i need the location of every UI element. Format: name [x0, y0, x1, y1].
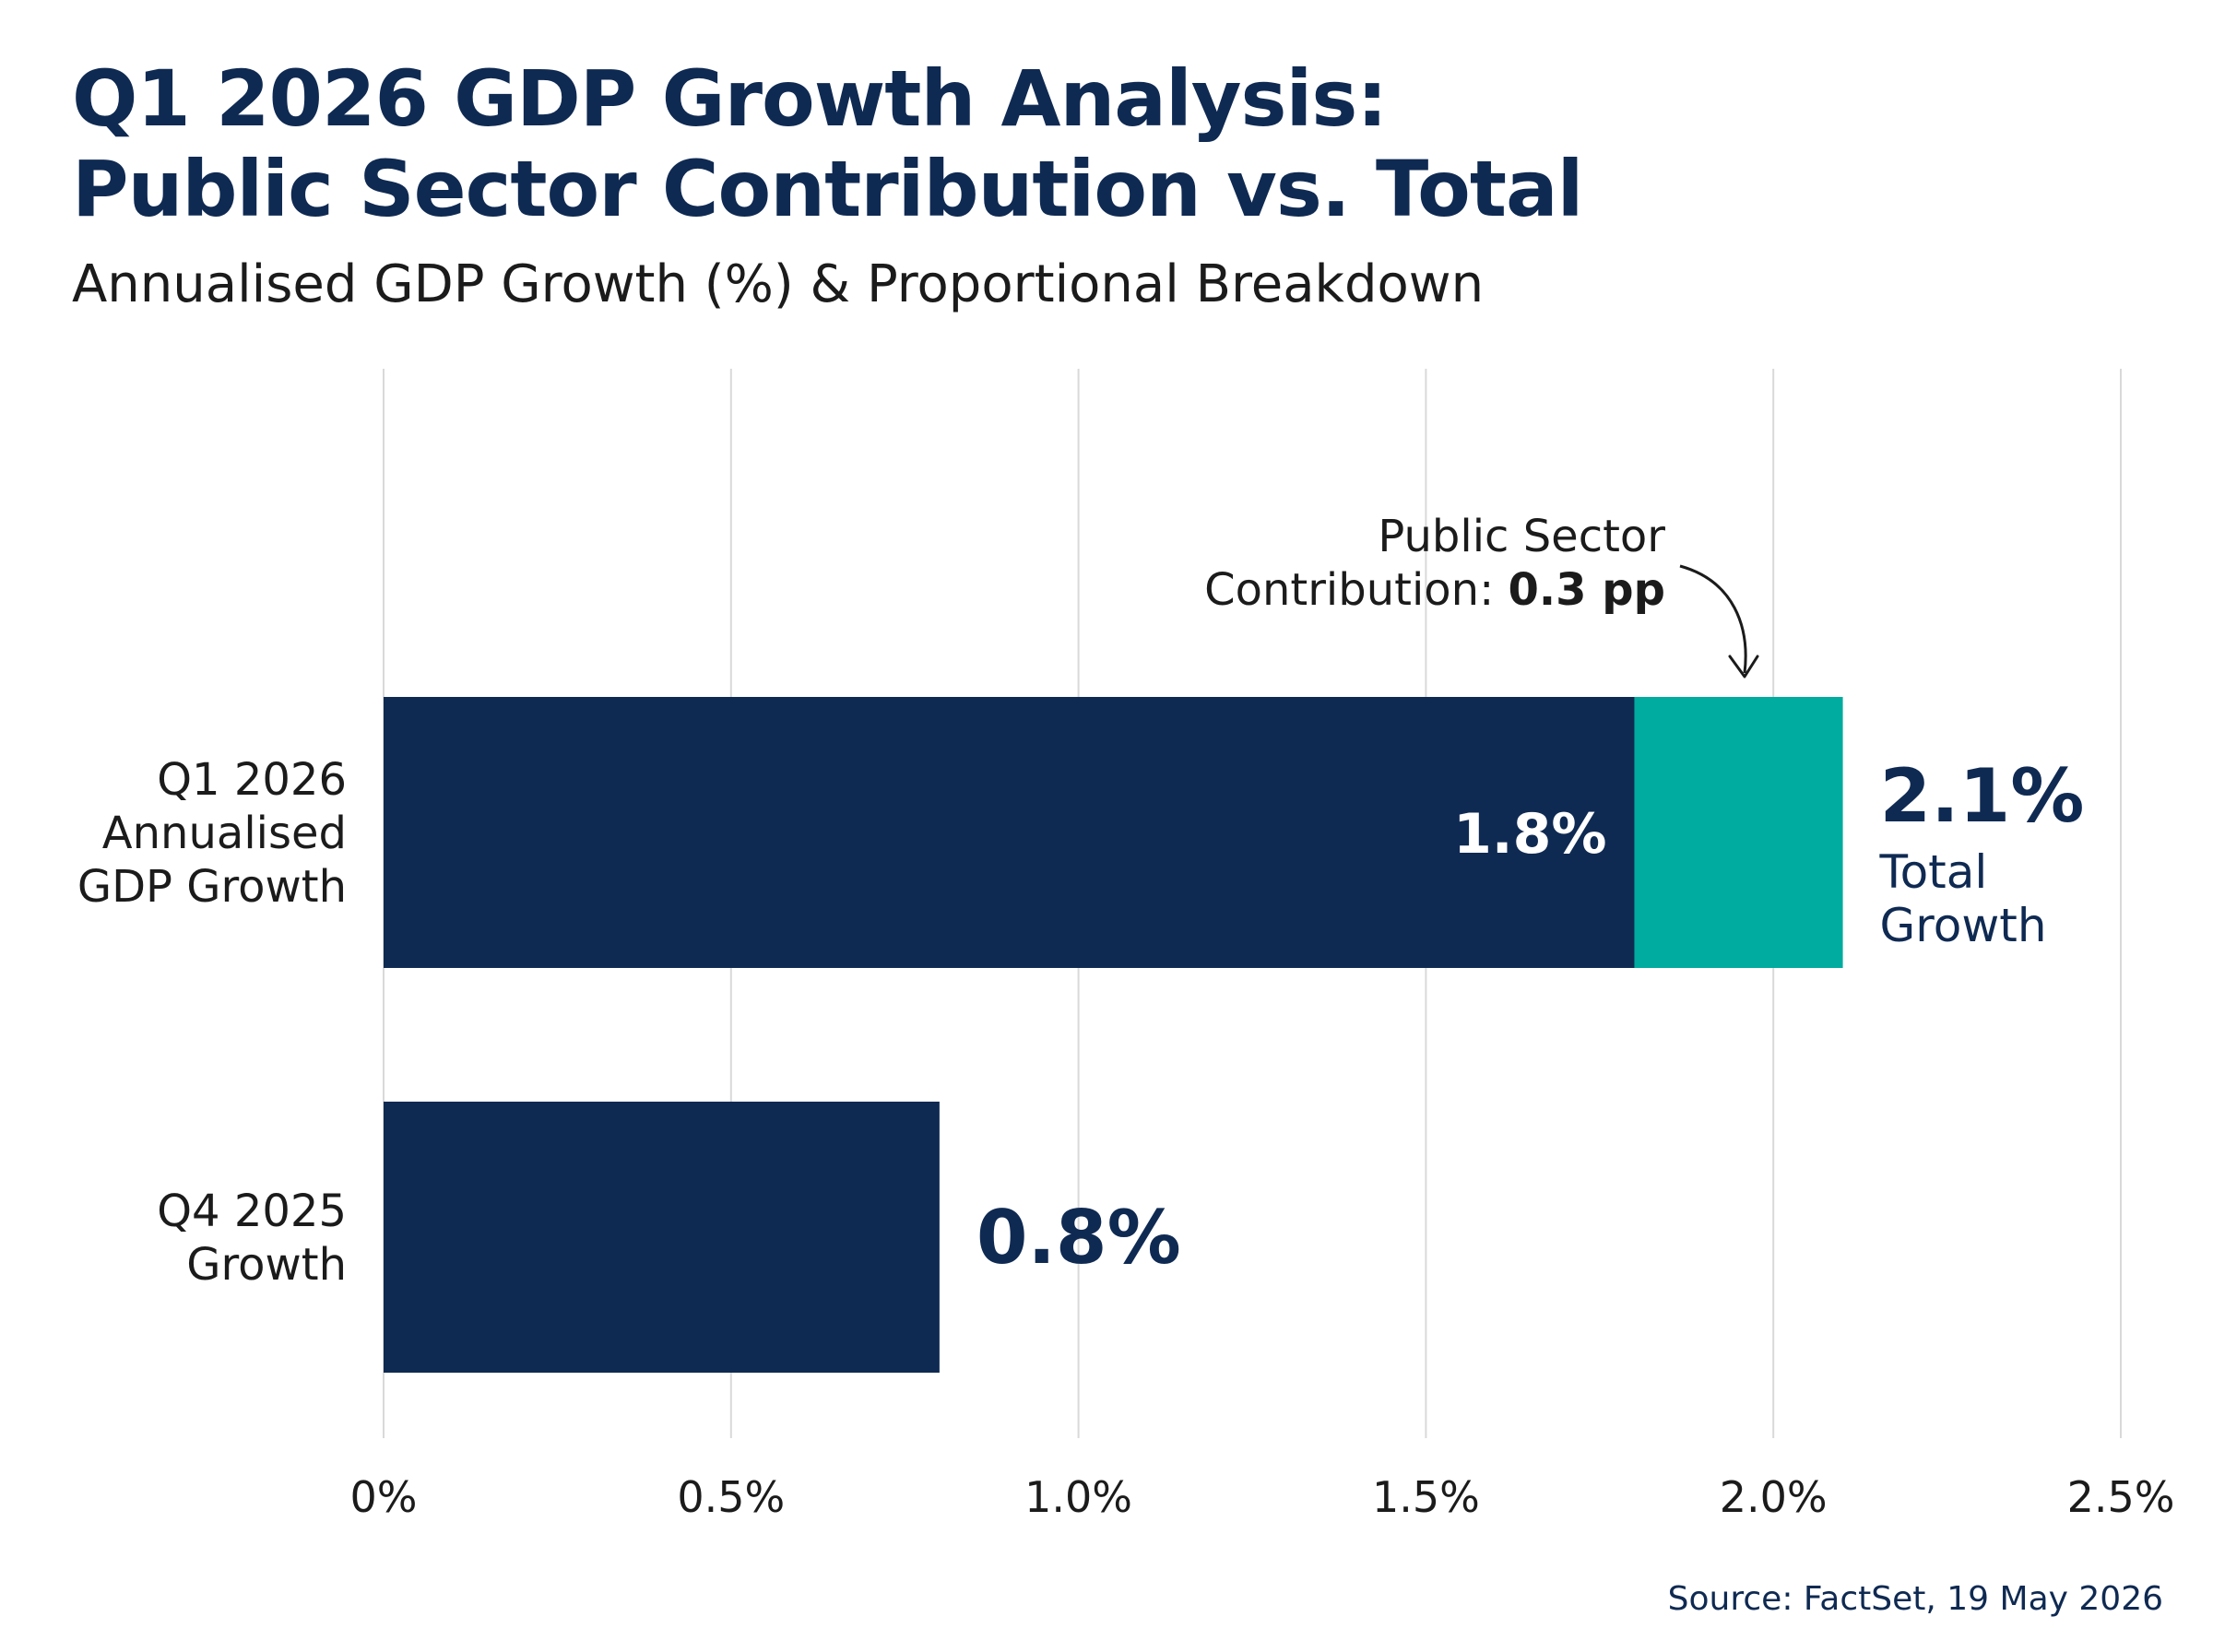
category-label: Annualised	[102, 808, 347, 859]
annotation-arrow	[1679, 564, 1747, 674]
category-label: Growth	[186, 1239, 347, 1291]
source-note: Source: FactSet, 19 May 2026	[1667, 1580, 2163, 1618]
x-tick-label: 1.5%	[1372, 1472, 1480, 1522]
chart-title: Q1 2026 GDP Growth Analysis: Public Sect…	[72, 53, 1583, 234]
category-label: Q4 2025	[157, 1186, 347, 1237]
total-sublabel: Total	[1879, 845, 1988, 899]
chart-subtitle: Annualised GDP Growth (%) & Proportional…	[72, 254, 1485, 314]
annotation-value: 0.3 pp	[1509, 564, 1665, 616]
annotation-line-1: Public Sector	[1378, 511, 1665, 562]
x-tick-label: 0.5%	[677, 1472, 785, 1522]
x-tick-label: 0%	[350, 1472, 418, 1522]
total-value-label: 0.8%	[976, 1195, 1181, 1280]
annotation-line-2: Contribution: 0.3 pp	[1204, 564, 1665, 616]
total-value-label: 2.1%	[1880, 753, 2085, 839]
chart-title-line-2: Public Sector Contribution vs. Total	[72, 144, 1583, 234]
category-label: GDP Growth	[77, 861, 347, 913]
x-tick-label: 2.0%	[1720, 1472, 1828, 1522]
annotation-prefix: Contribution:	[1204, 564, 1508, 616]
annotation-arrowhead	[1728, 655, 1759, 678]
x-tick-label: 2.5%	[2067, 1472, 2175, 1522]
total-sublabel: Growth	[1880, 899, 2047, 952]
bar-public-sector-segment	[1634, 697, 1843, 968]
bar-base-segment	[384, 1102, 940, 1373]
x-tick-label: 1.0%	[1024, 1472, 1132, 1522]
bars	[384, 697, 1843, 1373]
labels: 0% 0.5% 1.0% 1.5% 2.0% 2.5%Q1 2026AnnualisedG…	[77, 753, 2175, 1522]
chart-title-line-1: Q1 2026 GDP Growth Analysis:	[72, 53, 1388, 144]
category-label: Q1 2026	[157, 754, 347, 806]
segment-value-label: 1.8%	[1453, 802, 1606, 867]
bar-base-segment	[384, 697, 1635, 968]
